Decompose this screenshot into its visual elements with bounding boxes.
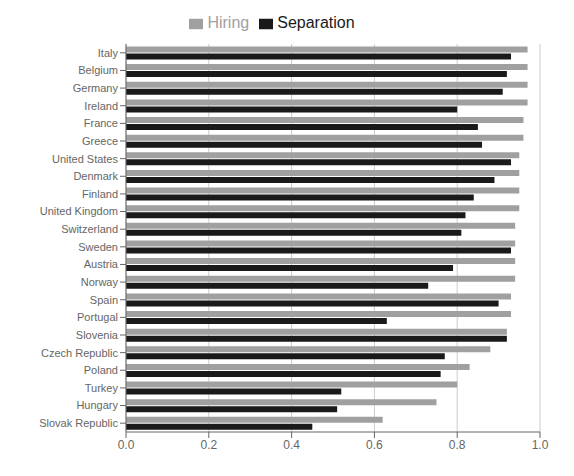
html-text:Separation: Separation [277,14,355,31]
svg-text:Greece: Greece [82,135,118,147]
svg-text:United States: United States [52,153,119,165]
svg-text:Poland: Poland [84,364,118,376]
svg-text:0.2: 0.2 [200,438,217,452]
svg-text:Italy: Italy [98,47,119,59]
svg-text:France: France [84,117,118,129]
svg-text:Czech Republic: Czech Republic [41,347,119,359]
svg-text:Germany: Germany [73,82,119,94]
svg-text:Switzerland: Switzerland [61,223,118,235]
svg-text:1.0: 1.0 [532,438,549,452]
svg-text:Hungary: Hungary [76,399,118,411]
svg-text:Slovak Republic: Slovak Republic [39,417,118,429]
svg-text:Ireland: Ireland [84,100,118,112]
svg-text:Denmark: Denmark [73,170,118,182]
svg-text:Finland: Finland [82,188,118,200]
svg-text:Portugal: Portugal [77,311,118,323]
html-text:Hiring: Hiring [207,14,250,31]
svg-text:0.8: 0.8 [449,438,466,452]
svg-text:Sweden: Sweden [78,241,118,253]
svg-text:Turkey: Turkey [85,382,119,394]
svg-text:Spain: Spain [90,294,118,306]
svg-text:0.4: 0.4 [283,438,300,452]
svg-text:Austria: Austria [84,258,119,270]
svg-text:Belgium: Belgium [78,64,118,76]
svg-text:United Kingdom: United Kingdom [40,205,118,217]
svg-text:0.0: 0.0 [118,438,135,452]
svg-text:Norway: Norway [81,276,119,288]
svg-text:Slovenia: Slovenia [76,329,119,341]
svg-text:0.6: 0.6 [366,438,383,452]
